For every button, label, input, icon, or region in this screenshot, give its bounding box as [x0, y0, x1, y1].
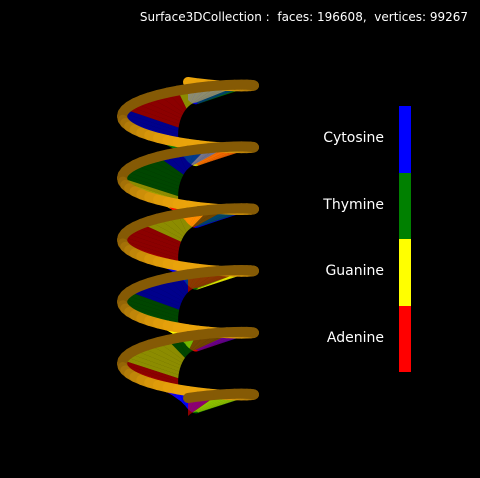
base-segment	[122, 178, 179, 200]
legend-swatch-guanine	[399, 239, 411, 306]
backbone-segment	[183, 391, 204, 403]
base-segment	[134, 347, 181, 369]
base-segment	[122, 236, 179, 258]
base-segment	[122, 112, 179, 135]
base-segment	[122, 109, 179, 131]
base-segment	[122, 240, 179, 262]
base-segment	[122, 174, 179, 197]
base-segment	[129, 103, 180, 125]
legend-label-thymine: Thymine	[323, 196, 384, 213]
base-segment	[141, 159, 183, 180]
base-segment	[122, 116, 179, 138]
base-segment	[125, 106, 180, 128]
base-segment	[134, 100, 181, 122]
base-segment	[125, 291, 180, 314]
legend-label-adenine: Adenine	[326, 329, 384, 346]
base-segment	[122, 298, 179, 320]
base-segment	[122, 360, 179, 382]
base-segment	[134, 223, 181, 245]
base-segment	[125, 168, 180, 190]
base-segment	[129, 350, 180, 372]
base-segment	[141, 282, 183, 304]
base-segment	[141, 221, 183, 242]
base-segment	[129, 288, 180, 310]
base-segment	[122, 233, 179, 255]
base-segment	[122, 356, 179, 379]
surface-stats-text: Surface3DCollection : faces: 196608, ver…	[139, 10, 468, 24]
base-segment	[134, 161, 181, 183]
legend-swatch-thymine	[399, 172, 411, 239]
base-segment	[129, 164, 180, 187]
base-segment	[122, 363, 179, 386]
base-segment	[122, 295, 179, 317]
base-segment	[125, 353, 180, 375]
legend-swatch-cytosine	[399, 106, 411, 173]
base-segment	[122, 171, 179, 193]
legend-label-cytosine: Cytosine	[323, 130, 384, 147]
legend-label-guanine: Guanine	[325, 263, 384, 280]
helix-backbone	[117, 77, 259, 403]
legend-swatch-adenine	[399, 305, 411, 372]
base-segment	[141, 344, 183, 366]
base-segment	[134, 285, 181, 307]
base-segment	[122, 301, 179, 324]
base-segment	[129, 226, 180, 248]
base-segment	[125, 229, 180, 252]
base-segment	[141, 97, 183, 119]
